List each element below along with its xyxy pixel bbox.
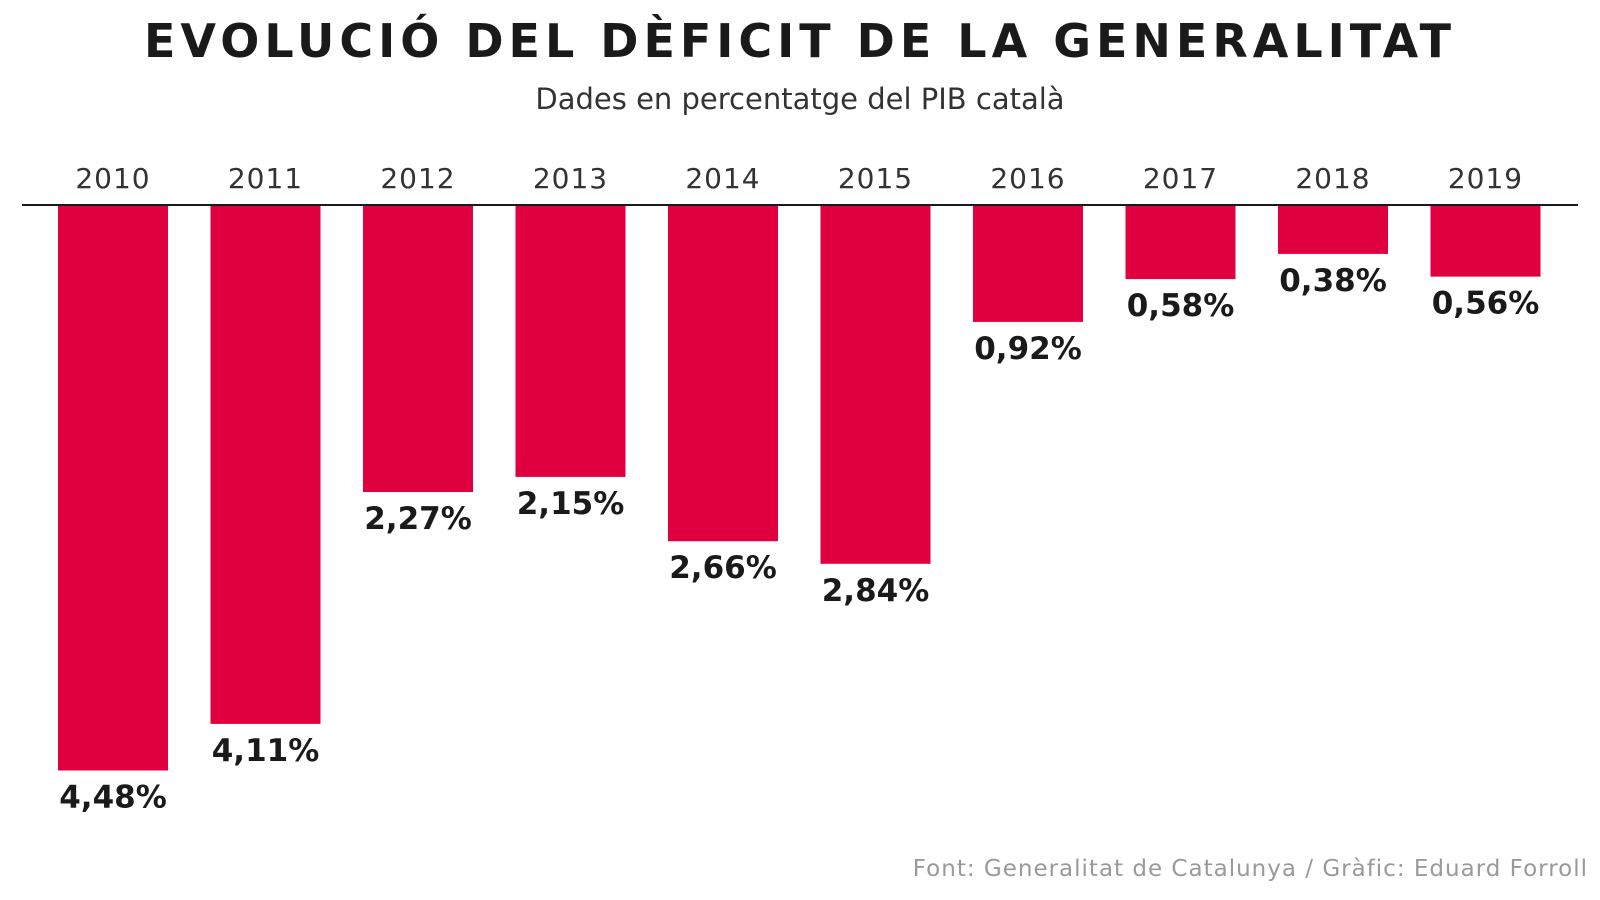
tick-label-2010: 2010 [75, 162, 150, 195]
data-label-2016: 0,92% [974, 331, 1082, 367]
bar-2019 [1430, 206, 1541, 277]
tick-label-2018: 2018 [1295, 162, 1370, 195]
source-credit: Font: Generalitat de Catalunya / Gràfic:… [912, 856, 1588, 882]
bar-2010 [58, 206, 168, 771]
data-label-2013: 2,15% [517, 486, 625, 522]
tick-label-2011: 2011 [228, 162, 303, 195]
bar-2018 [1278, 206, 1388, 254]
data-label-2010: 4,48% [59, 780, 167, 816]
chart-title: EVOLUCIÓ DEL DÈFICIT DE LA GENERALITAT [144, 14, 1456, 68]
data-label-2019: 0,56% [1432, 286, 1540, 322]
tick-label-2014: 2014 [685, 162, 760, 195]
bar-2011 [210, 206, 321, 724]
tick-label-2013: 2013 [533, 162, 608, 195]
data-label-2018: 0,38% [1279, 263, 1387, 299]
bar-2015 [820, 206, 931, 564]
data-label-2011: 4,11% [212, 733, 320, 769]
bar-2013 [515, 206, 626, 477]
tick-label-2016: 2016 [990, 162, 1065, 195]
data-label-2014: 2,66% [669, 550, 777, 586]
data-label-2015: 2,84% [822, 573, 930, 609]
data-label-2017: 0,58% [1127, 288, 1235, 324]
bar-2016 [973, 206, 1083, 322]
bar-2012 [363, 206, 473, 492]
data-label-2012: 2,27% [364, 501, 472, 537]
tick-label-2012: 2012 [380, 162, 455, 195]
bar-2014 [668, 206, 778, 542]
bar-2017 [1125, 206, 1236, 280]
tick-label-2019: 2019 [1448, 162, 1523, 195]
tick-label-2017: 2017 [1143, 162, 1218, 195]
tick-label-2015: 2015 [838, 162, 913, 195]
chart-subtitle: Dades en percentatge del PIB català [535, 82, 1065, 116]
